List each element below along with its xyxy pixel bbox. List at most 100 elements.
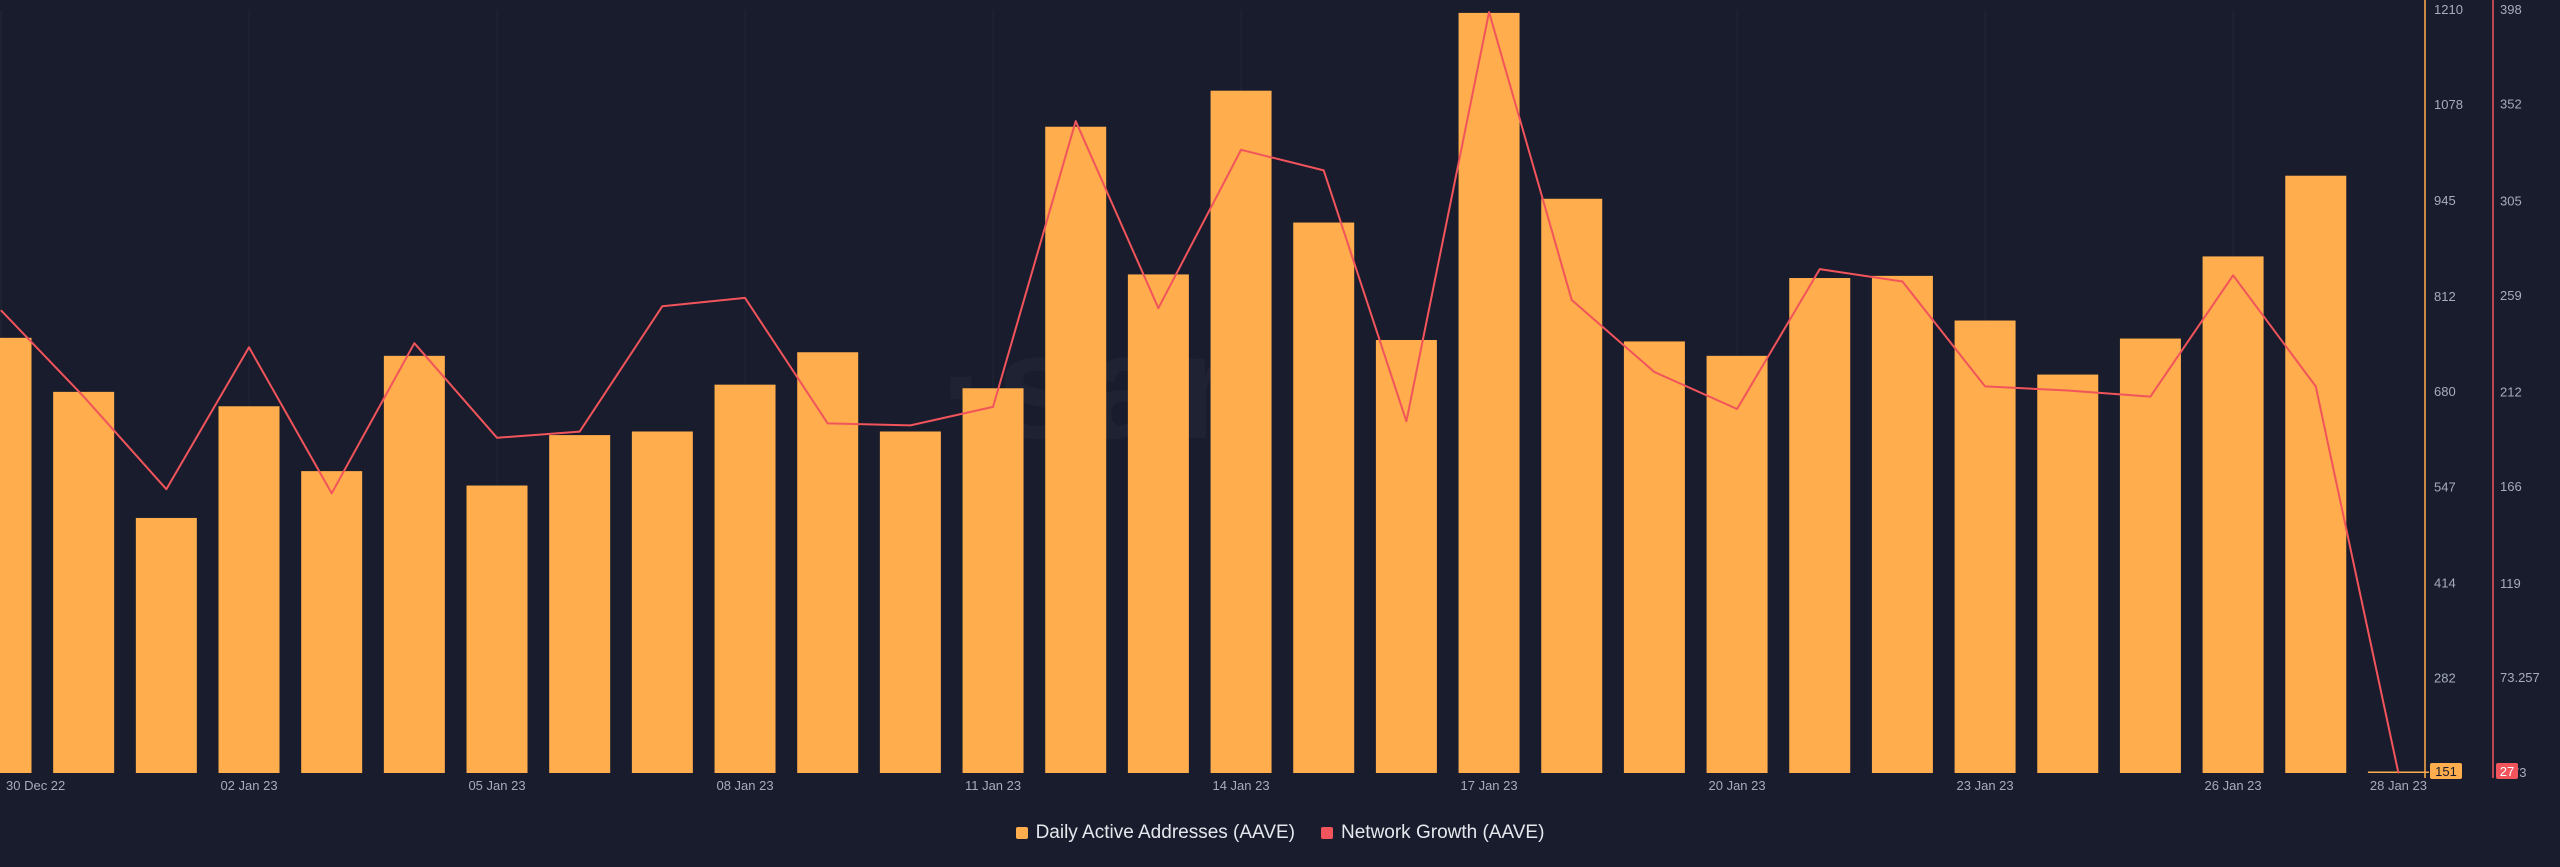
line-point	[1075, 120, 1077, 122]
bar	[1127, 274, 1189, 773]
y-left-tick-label: 1210	[2434, 2, 2463, 17]
line-point	[165, 488, 167, 490]
x-axis: 30 Dec 22 02 Jan 23 05 Jan 23 08 Jan 23 11 J…	[6, 778, 2427, 793]
bar	[1293, 222, 1355, 773]
x-tick-label: 30 Dec 22	[6, 778, 65, 793]
y-right-tick-label: 259	[2500, 288, 2522, 303]
x-tick-label: 26 Jan 23	[2205, 778, 2262, 793]
bar	[2202, 256, 2264, 773]
bar	[0, 337, 32, 773]
line-point	[1653, 371, 1655, 373]
line-point	[1571, 299, 1573, 301]
line-point	[2067, 389, 2069, 392]
y-left-tick-label: 680	[2434, 384, 2456, 399]
line-point	[909, 424, 911, 426]
bar	[1045, 126, 1107, 773]
bar	[53, 391, 115, 773]
line-point	[827, 422, 829, 424]
line-point	[496, 437, 498, 439]
bar	[631, 431, 693, 773]
y-right-tick-label: 119	[2500, 576, 2521, 591]
y-left-tick-label: 414	[2434, 576, 2456, 591]
y-right-current-badge	[2496, 763, 2518, 779]
x-tick-label: 28 Jan 23	[2370, 778, 2427, 793]
line-point	[83, 396, 85, 398]
line-point	[2149, 396, 2152, 398]
bar	[714, 384, 776, 773]
bar-series	[0, 12, 2429, 774]
y-left-current-label: 151	[2435, 764, 2457, 779]
legend-label-daily-active-addresses: Daily Active Addresses (AAVE)	[1035, 822, 1295, 843]
legend-item-daily-active-addresses[interactable]: Daily Active Addresses (AAVE)	[1015, 822, 1295, 844]
line-point	[1488, 11, 1490, 13]
y-left-tick-label: 282	[2434, 671, 2456, 686]
x-tick-label: 02 Jan 23	[220, 778, 277, 793]
bar	[2119, 338, 2181, 773]
line-point	[2232, 274, 2234, 276]
bar	[1458, 12, 1520, 774]
legend-swatch-bar	[1015, 827, 1028, 839]
y-left-tick-label: 547	[2434, 480, 2456, 495]
legend-swatch-line	[1321, 827, 1333, 839]
line-point	[248, 346, 250, 348]
y-right-tick-label: 166	[2500, 479, 2522, 494]
line-point	[744, 297, 746, 299]
y-right-tick-label: 352	[2500, 97, 2522, 112]
bar	[466, 485, 528, 773]
y-right-tick-label: 73.257	[2500, 670, 2540, 685]
x-tick-label: 17 Jan 23	[1461, 778, 1518, 793]
line-point	[1405, 420, 1407, 422]
y-right-tick-label: 212	[2500, 385, 2522, 400]
y-left-tick-label: 1078	[2434, 97, 2463, 112]
bar	[1706, 355, 1768, 773]
line-point	[1819, 268, 1821, 270]
line-point	[1323, 169, 1325, 171]
line-point	[2397, 772, 2400, 774]
legend-item-network-growth[interactable]: Network Growth (AAVE)	[1321, 822, 1544, 844]
line-point	[1240, 149, 1242, 151]
bar	[301, 471, 363, 773]
bar	[1375, 339, 1437, 773]
bar	[797, 352, 859, 773]
line-point	[1901, 280, 1904, 283]
bar	[879, 431, 941, 773]
y-left-tick-label: 945	[2434, 193, 2456, 208]
bar	[549, 435, 611, 773]
y-right-tick-label: 305	[2500, 193, 2522, 208]
y-left-tick-label: 812	[2434, 289, 2456, 304]
bar	[218, 406, 280, 773]
line-point	[2315, 385, 2317, 387]
line-point	[1984, 385, 1986, 387]
bar	[1623, 341, 1685, 773]
legend: Daily Active Addresses (AAVE) Network Gr…	[0, 822, 2560, 844]
network-growth-line	[0, 11, 2400, 774]
bar	[135, 517, 197, 773]
line-point	[992, 406, 994, 408]
bar	[2285, 175, 2347, 773]
y-left-current-badge	[2430, 763, 2462, 779]
line-series	[0, 11, 2400, 774]
line-point	[661, 305, 663, 307]
y-axis-left: 1210 1078 945 812 680 547 414 282 151	[2424, 0, 2463, 779]
x-tick-label: 14 Jan 23	[1212, 778, 1269, 793]
line-point	[1157, 307, 1159, 309]
y-right-current-label: 27	[2500, 764, 2514, 779]
x-tick-label: 23 Jan 23	[1957, 778, 2014, 793]
x-tick-label: 05 Jan 23	[468, 778, 525, 793]
bar	[1789, 278, 1851, 773]
line-point	[331, 492, 333, 494]
line-point	[579, 431, 581, 433]
bar	[1541, 198, 1603, 773]
x-tick-label: 20 Jan 23	[1709, 778, 1766, 793]
line-point	[1736, 408, 1738, 410]
legend-label-network-growth: Network Growth (AAVE)	[1341, 822, 1545, 843]
line-point	[413, 342, 415, 344]
bar	[383, 355, 445, 773]
bar	[962, 388, 1024, 773]
bar	[1954, 320, 2016, 773]
x-tick-label: 11 Jan 23	[965, 778, 1021, 793]
y-right-tick-label: 398	[2500, 2, 2522, 17]
bar	[1871, 275, 1933, 773]
